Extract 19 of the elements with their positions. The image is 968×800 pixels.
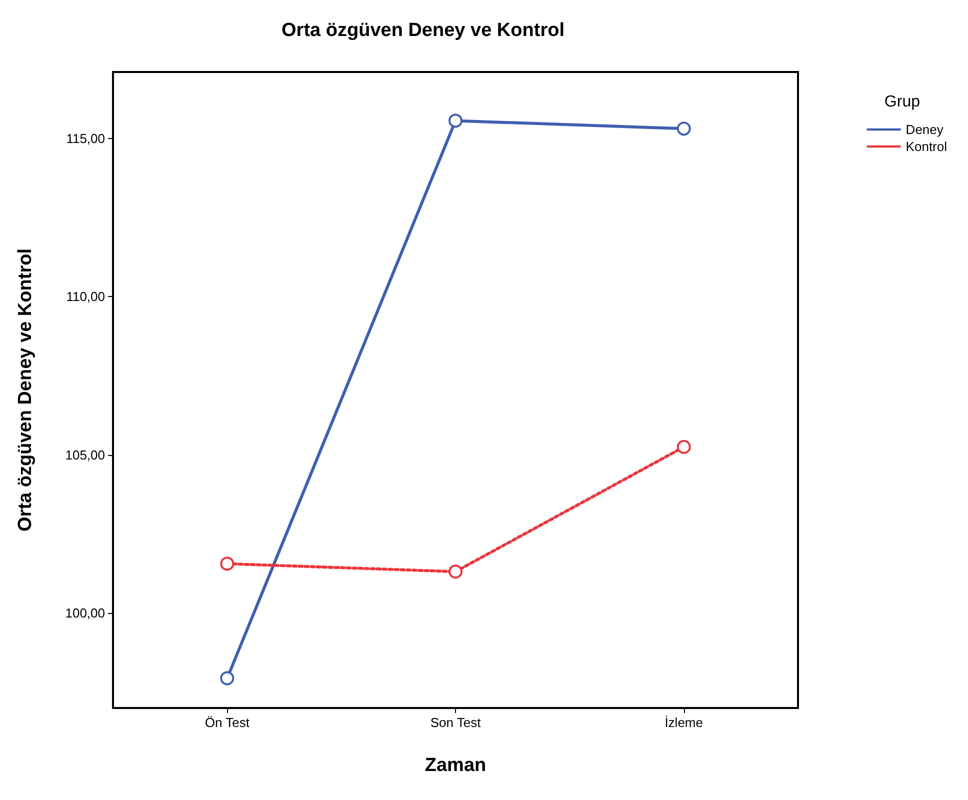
- y-tick-label: 115,00: [66, 130, 105, 146]
- y-tick-label: 105,00: [65, 447, 105, 462]
- x-tick-label: İzleme: [664, 715, 703, 730]
- point: [448, 564, 462, 579]
- y-tick-label: 100,00: [65, 606, 105, 621]
- y-tick-label: 110,00: [66, 289, 105, 304]
- point: [676, 440, 691, 454]
- point: [448, 114, 462, 128]
- y-axis-title: Orta özgüven Deney ve Kontrol: [15, 248, 36, 532]
- point: [220, 671, 234, 686]
- legend-label: Deney: [906, 122, 944, 137]
- x-tick-label: Ön Test: [204, 715, 250, 730]
- legend-title: Grup: [884, 94, 920, 110]
- point: [676, 122, 691, 136]
- x-tick-label: Son Test: [430, 715, 482, 730]
- chart-title: Orta özgüven Deney ve Kontrol: [282, 20, 564, 41]
- legend-label: Kontrol: [906, 139, 948, 154]
- point: [220, 556, 234, 571]
- x-axis-title: Zaman: [424, 755, 486, 776]
